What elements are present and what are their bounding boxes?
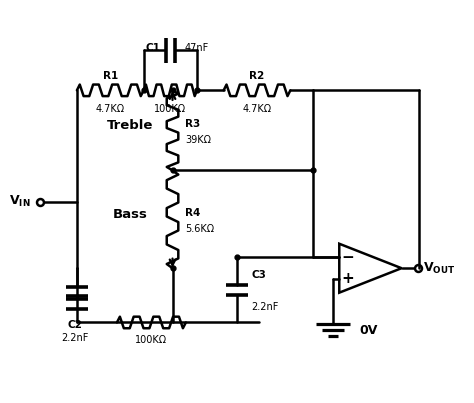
Text: +: + <box>342 272 355 287</box>
Text: Treble: Treble <box>107 119 154 133</box>
Text: 39KΩ: 39KΩ <box>185 135 211 145</box>
Text: C3: C3 <box>251 270 266 280</box>
Text: R1: R1 <box>103 71 118 81</box>
Text: 100KΩ: 100KΩ <box>154 104 186 114</box>
Text: −: − <box>342 250 355 265</box>
Text: 2.2nF: 2.2nF <box>251 301 279 312</box>
Text: C1: C1 <box>146 43 161 53</box>
Text: $\mathbf{V_{IN}}$: $\mathbf{V_{IN}}$ <box>9 194 30 209</box>
Text: C2: C2 <box>67 320 82 330</box>
Text: 0V: 0V <box>359 324 378 337</box>
Text: R3: R3 <box>185 118 200 129</box>
Text: 5.6KΩ: 5.6KΩ <box>185 224 214 234</box>
Text: 47nF: 47nF <box>185 43 209 53</box>
Text: $\mathbf{V_{OUT}}$: $\mathbf{V_{OUT}}$ <box>423 261 455 276</box>
Text: 4.7KΩ: 4.7KΩ <box>242 104 272 114</box>
Text: Bass: Bass <box>113 208 148 221</box>
Text: 2.2nF: 2.2nF <box>61 333 88 343</box>
Text: 4.7KΩ: 4.7KΩ <box>96 104 125 114</box>
Text: R2: R2 <box>249 71 264 81</box>
Text: R4: R4 <box>185 208 201 218</box>
Text: 100KΩ: 100KΩ <box>136 335 167 345</box>
